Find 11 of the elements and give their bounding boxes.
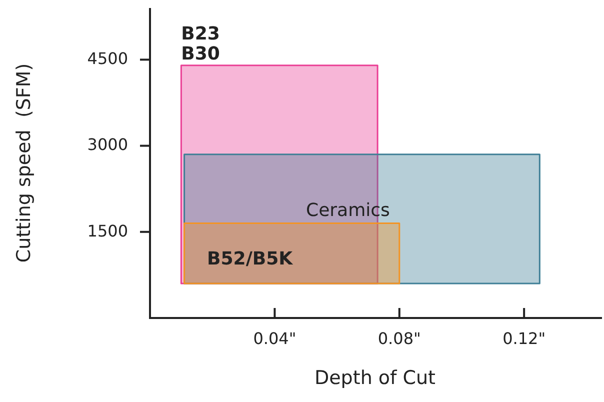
x-tick-label: 0.04" xyxy=(253,329,296,348)
series-label: B23 B30 xyxy=(181,23,220,64)
x-tick-label: 0.08" xyxy=(378,329,421,348)
y-tick-label: 1500 xyxy=(87,221,128,240)
x-axis-title: Depth of Cut xyxy=(314,367,436,389)
x-tick-label: 0.12" xyxy=(502,329,546,348)
series-label: B52/B5K xyxy=(207,248,294,270)
y-tick-label: 3000 xyxy=(87,135,128,154)
y-tick-label: 4500 xyxy=(87,49,128,68)
y-axis-title: Cutting speed (SFM) xyxy=(13,63,35,263)
series-label: Ceramics xyxy=(306,200,390,221)
